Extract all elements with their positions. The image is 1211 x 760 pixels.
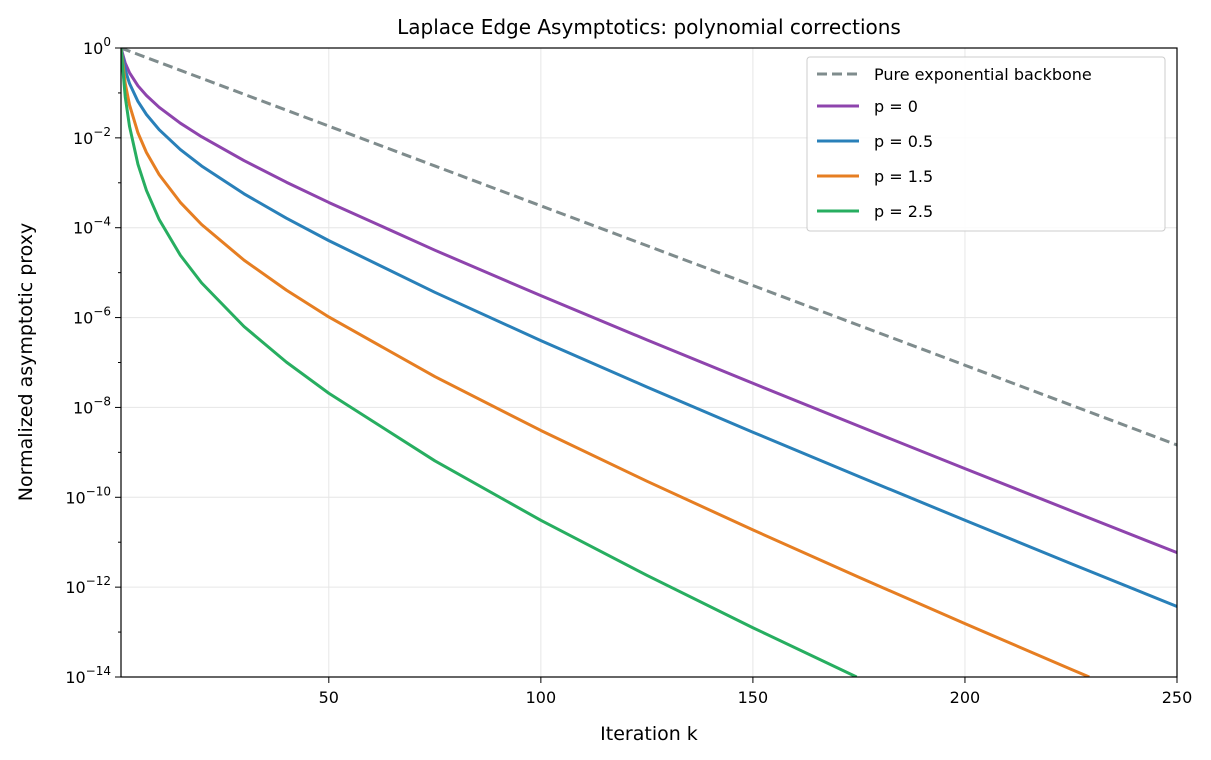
y-tick-label: 10−8 <box>73 394 111 417</box>
series-line-4 <box>121 48 858 677</box>
x-tick-label: 200 <box>950 688 981 707</box>
legend-label-4: p = 2.5 <box>874 202 933 221</box>
legend-label-3: p = 1.5 <box>874 167 933 186</box>
x-axis-label: Iteration k <box>600 723 698 745</box>
series-line-1 <box>121 48 1177 555</box>
legend-label-0: Pure exponential backbone <box>874 65 1092 84</box>
series-lines <box>121 48 1177 677</box>
y-axis-label: Normalized asymptotic proxy <box>15 223 37 501</box>
chart-title: Laplace Edge Asymptotics: polynomial cor… <box>397 15 901 39</box>
x-tick-label: 50 <box>319 688 339 707</box>
y-tick-label: 10−10 <box>65 484 111 507</box>
y-tick-label: 10−4 <box>73 215 111 238</box>
y-tick-label: 10−14 <box>65 664 111 687</box>
y-tick-label: 10−12 <box>65 574 111 597</box>
legend-box <box>806 56 1166 232</box>
y-tick-label: 10−6 <box>73 305 111 328</box>
y-tick-label: 10−2 <box>73 125 111 148</box>
y-tick-label: 100 <box>83 35 111 58</box>
series-line-2 <box>121 48 1177 608</box>
series-line-0 <box>121 48 1177 447</box>
series-line-3 <box>121 48 1090 677</box>
legend-label-2: p = 0.5 <box>874 132 933 151</box>
x-tick-label: 150 <box>738 688 769 707</box>
x-tick-label: 250 <box>1162 688 1193 707</box>
legend: Pure exponential backbone p = 0 p = 0.5 p =… <box>806 56 1166 232</box>
legend-label-1: p = 0 <box>874 97 918 116</box>
x-tick-label: 100 <box>526 688 557 707</box>
